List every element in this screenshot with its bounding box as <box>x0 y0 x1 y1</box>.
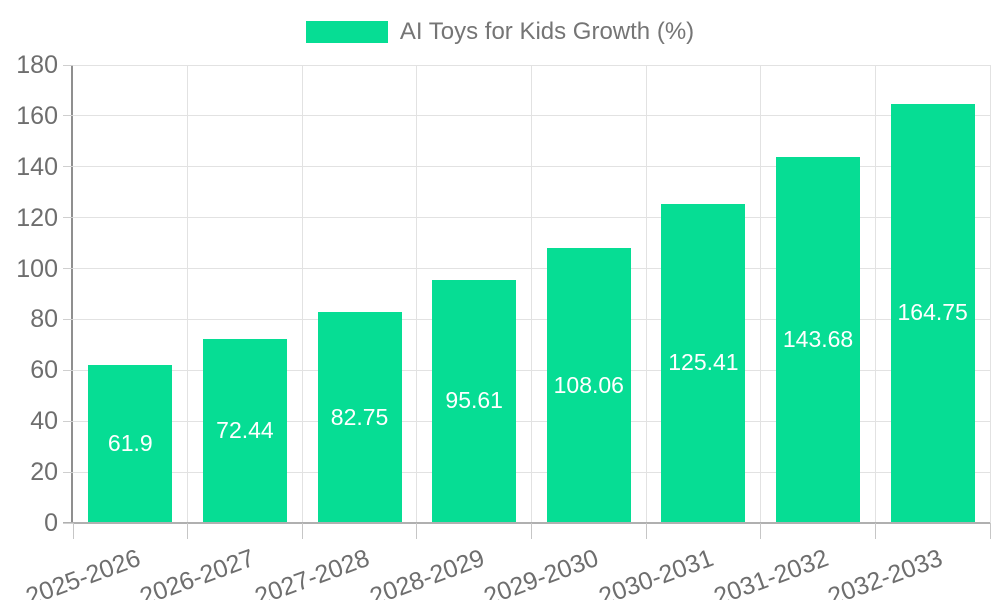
y-tick-label: 140 <box>16 152 58 181</box>
y-tick-label: 0 <box>44 509 58 537</box>
bar[interactable] <box>546 248 631 523</box>
v-gridline <box>645 65 647 523</box>
x-axis-tick <box>645 523 647 539</box>
x-tick-label: 2026-2027 <box>136 544 259 600</box>
y-tick-label: 60 <box>30 356 58 385</box>
v-gridline <box>301 65 303 523</box>
x-tick-label: 2030-2031 <box>595 544 718 600</box>
x-axis-tick <box>416 523 418 539</box>
y-tick-label: 100 <box>16 254 58 283</box>
y-axis-tick <box>63 369 73 371</box>
v-gridline <box>760 65 762 523</box>
y-tick-label: 20 <box>30 458 58 487</box>
y-axis-tick <box>63 166 73 168</box>
plot-area: 61.9 72.44 82.75 95.61 108.06 125.41 143.68 164… <box>73 64 991 523</box>
bar[interactable] <box>776 157 861 523</box>
y-tick-label: 40 <box>30 407 58 436</box>
x-axis-tick <box>989 523 991 539</box>
bar[interactable] <box>432 279 517 523</box>
y-axis-tick <box>63 318 73 320</box>
bar[interactable] <box>202 338 287 523</box>
x-axis-tick <box>72 523 74 539</box>
y-axis-tick <box>63 420 73 422</box>
y-axis-line <box>71 65 73 523</box>
y-axis-tick <box>63 522 73 524</box>
x-axis-tick <box>531 523 532 539</box>
v-gridline <box>416 65 418 523</box>
x-axis-tick <box>874 523 876 539</box>
bar[interactable] <box>88 365 173 523</box>
bar[interactable] <box>890 103 975 523</box>
x-tick-label: 2027-2028 <box>251 544 374 600</box>
x-tick-label: 2028-2029 <box>365 544 488 600</box>
y-tick-label: 160 <box>16 101 58 130</box>
y-axis-tick <box>63 115 73 117</box>
legend-label: AI Toys for Kids Growth (%) <box>399 18 695 45</box>
y-axis-tick <box>63 471 73 473</box>
x-tick-label: 2032-2033 <box>824 544 947 600</box>
y-tick-label: 80 <box>30 305 58 334</box>
v-gridline <box>874 65 876 523</box>
y-tick-label: 180 <box>16 51 58 79</box>
x-tick-label: 2025-2026 <box>21 544 144 600</box>
x-axis-tick <box>301 523 303 539</box>
x-axis-tick <box>760 523 762 539</box>
x-tick-label: 2031-2032 <box>709 544 832 600</box>
x-axis-line <box>63 522 990 524</box>
x-axis-tick <box>187 523 189 539</box>
y-axis-tick <box>63 217 73 219</box>
y-tick-label: 120 <box>16 203 58 232</box>
y-axis-tick <box>63 268 73 270</box>
y-axis-tick <box>63 64 73 66</box>
bar[interactable] <box>661 203 746 523</box>
v-gridline <box>989 65 991 523</box>
v-gridline <box>531 65 532 523</box>
legend-color-swatch <box>305 21 388 43</box>
x-tick-label: 2029-2030 <box>480 544 603 600</box>
v-gridline <box>187 65 189 523</box>
bar[interactable] <box>317 312 402 523</box>
legend[interactable]: AI Toys for Kids Growth (%) <box>0 18 1000 46</box>
